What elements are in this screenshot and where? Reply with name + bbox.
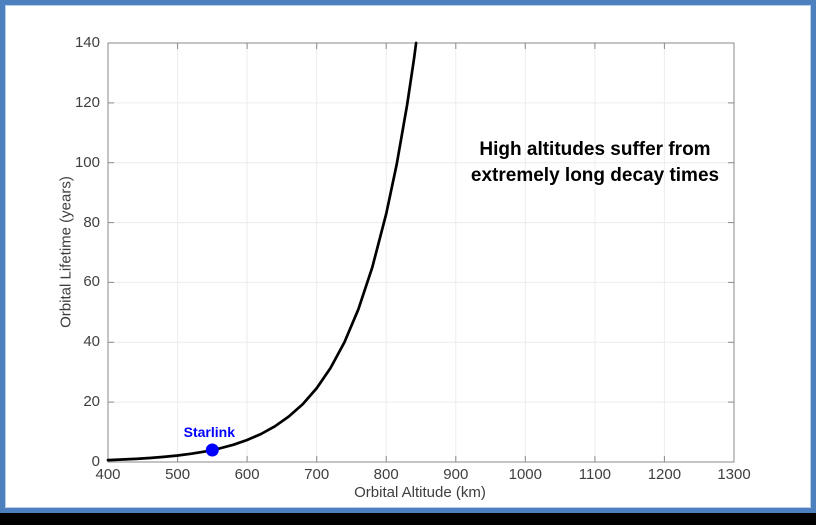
y-tick-label: 0 <box>91 453 100 470</box>
y-tick-label: 100 <box>74 153 100 171</box>
annotation-line-2: extremely long decay times <box>470 165 720 186</box>
plot-area <box>106 41 735 463</box>
x-tick-label: 1100 <box>578 466 612 483</box>
annotation-text: High altitudes suffer from extremely lon… <box>471 137 719 189</box>
x-tick-label: 1200 <box>647 466 682 483</box>
y-axis-label: Orbital Lifetime (years) <box>57 176 75 328</box>
x-tick-label: 500 <box>165 466 191 483</box>
x-tick-label: 900 <box>443 466 469 483</box>
y-tick-label: 140 <box>74 34 100 51</box>
y-tick-label: 120 <box>74 93 100 111</box>
x-tick-label: 800 <box>373 466 399 483</box>
x-tick-label: 700 <box>304 466 330 483</box>
letterbox-strip <box>0 513 816 525</box>
x-tick-label: 400 <box>95 466 121 483</box>
y-tick-label: 60 <box>83 273 100 291</box>
x-tick-label: 1300 <box>717 466 751 483</box>
annotation-line-1: High altitudes suffer from <box>479 139 711 160</box>
figure-frame: Orbital Lifetime (years) Orbital Altitud… <box>0 0 816 513</box>
x-tick-label: 1000 <box>508 466 542 483</box>
y-tick-label: 40 <box>83 333 100 351</box>
x-axis-label: Orbital Altitude (km) <box>354 484 486 501</box>
starlink-label: Starlink <box>183 424 236 441</box>
x-tick-label: 600 <box>234 466 260 483</box>
y-tick-label: 20 <box>83 393 100 411</box>
y-tick-label: 80 <box>83 213 100 231</box>
